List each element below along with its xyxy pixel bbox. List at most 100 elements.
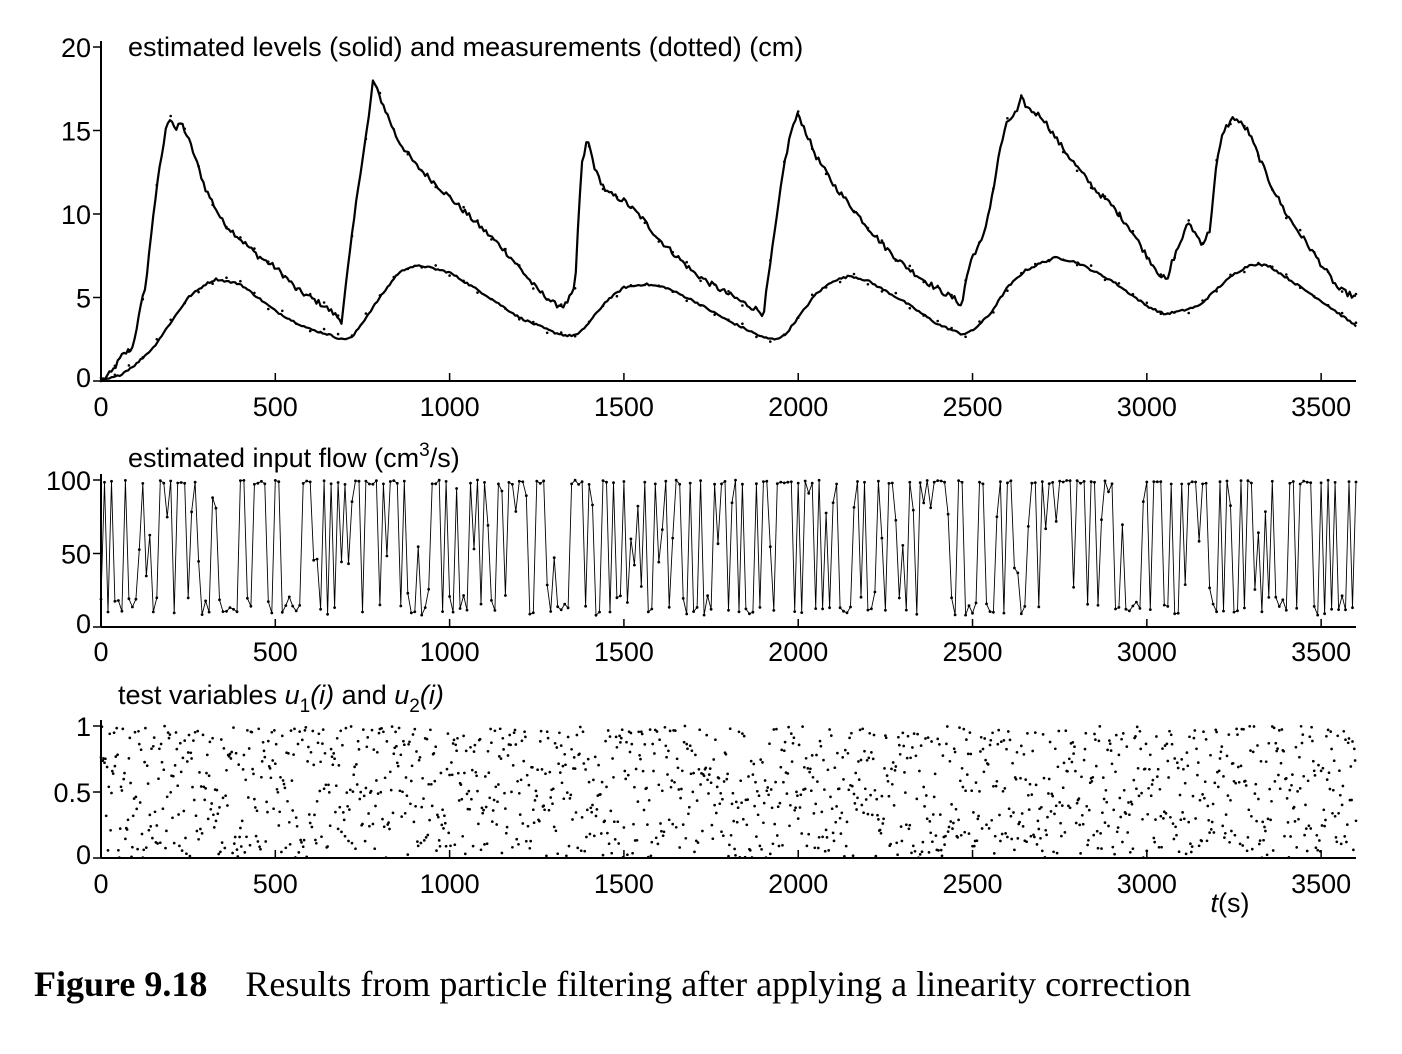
test-variable-point <box>876 813 879 817</box>
test-variable-point <box>1030 793 1034 796</box>
test-variable-point <box>443 821 447 825</box>
test-variable-point <box>1140 791 1143 795</box>
test-variable-point <box>1201 793 1204 796</box>
tank1-measurement-point <box>894 259 898 262</box>
figure-caption-text: Results from particle filtering after ap… <box>245 964 1191 1004</box>
test-variable-point <box>981 747 985 751</box>
tank2-measurement-point <box>1020 271 1023 275</box>
tank2-measurement-point <box>1298 286 1302 290</box>
input-flow-point <box>999 480 1002 483</box>
test-variable-point <box>599 832 603 835</box>
test-variable-point <box>1104 788 1108 792</box>
input-flow-point <box>298 604 302 607</box>
tank1-measurement-point <box>420 169 424 172</box>
test-variable-point <box>400 815 404 818</box>
input-flow-point <box>1006 481 1009 485</box>
test-variable-point <box>1080 775 1083 779</box>
test-variable-point <box>122 777 126 781</box>
input-flow-point <box>587 483 591 486</box>
test-variable-point <box>472 750 476 753</box>
test-variable-point <box>714 811 718 815</box>
test-variable-point <box>1340 803 1344 807</box>
input-flow-point <box>1155 480 1159 484</box>
tank1-measurement-point <box>239 236 242 239</box>
test-variable-point <box>645 786 648 790</box>
tank2-measurement-point <box>239 279 242 283</box>
test-variable-point <box>1137 794 1141 798</box>
input-flow-point <box>1264 510 1267 513</box>
input-flow-point <box>207 610 211 614</box>
test-variable-point <box>945 725 949 728</box>
test-variable-point <box>1090 779 1094 783</box>
test-variable-point <box>1168 729 1171 733</box>
test-variable-point <box>1191 794 1195 798</box>
tank1-measurement-point <box>643 221 647 225</box>
test-variable-point <box>728 727 732 731</box>
input-flow-point <box>960 480 964 484</box>
test-variable-point <box>256 840 260 843</box>
test-variable-point <box>928 820 932 823</box>
tank1-measurement-point <box>1173 256 1176 259</box>
input-flow-point <box>845 611 849 615</box>
tank2-measurement-point <box>99 379 103 383</box>
input-flow-point <box>1218 480 1222 484</box>
y-tick-label: 0.5 <box>53 778 91 808</box>
test-variable-point <box>306 760 309 763</box>
test-variable-point <box>239 845 243 848</box>
input-flow-point <box>598 610 601 614</box>
test-variable-point <box>998 813 1001 817</box>
test-variable-point <box>375 779 378 782</box>
test-variable-point <box>445 767 449 771</box>
test-variable-point <box>895 841 899 845</box>
test-variable-point <box>987 827 991 830</box>
test-variable-point <box>1083 747 1087 751</box>
test-variable-point <box>367 812 370 815</box>
test-variable-point <box>335 736 339 740</box>
tank2-measurement-point <box>908 306 912 310</box>
test-variable-point <box>1038 807 1041 811</box>
test-variable-point <box>897 735 900 739</box>
input-flow-point <box>1079 481 1082 485</box>
test-variable-point <box>902 744 906 748</box>
tank2-measurement-point <box>922 314 925 317</box>
test-variable-point <box>506 754 510 757</box>
test-variable-point <box>131 814 135 818</box>
input-flow-point <box>214 506 218 510</box>
test-variable-point <box>554 829 558 833</box>
test-variable-point <box>535 794 539 798</box>
test-variable-point <box>655 730 659 733</box>
test-variable-point <box>307 745 310 749</box>
input-flow-point <box>1096 603 1100 607</box>
test-variable-point <box>929 831 933 835</box>
test-variable-point <box>114 755 118 758</box>
test-variable-point <box>219 738 223 741</box>
test-variable-point <box>1337 811 1340 815</box>
test-variable-point <box>1036 819 1040 823</box>
test-variable-point <box>1052 850 1055 854</box>
tank1-measurement-point <box>741 304 744 307</box>
test-variable-point <box>287 752 290 755</box>
test-variable-point <box>368 824 371 828</box>
tank2-measurement-point <box>1229 273 1232 277</box>
input-flow-point <box>918 481 922 484</box>
test-variable-point <box>619 741 622 744</box>
test-variable-point <box>1068 806 1072 810</box>
x-tick-label: 2500 <box>942 392 1002 422</box>
tank1-measurement-point <box>810 147 814 150</box>
input-flow-point <box>1040 480 1044 483</box>
input-flow-point <box>242 479 246 482</box>
test-variable-point <box>291 809 295 812</box>
tank1-measurement-point <box>462 205 465 209</box>
test-variable-point <box>237 763 241 766</box>
test-variable-point <box>1352 848 1355 852</box>
test-variable-point <box>1171 822 1175 825</box>
test-variable-point <box>430 804 434 808</box>
test-variable-point <box>983 737 987 740</box>
test-variable-point <box>292 753 295 756</box>
test-variable-point <box>244 778 248 782</box>
test-variable-point <box>962 727 966 731</box>
test-variable-point <box>531 808 535 812</box>
test-variable-point <box>230 750 234 754</box>
test-variable-point <box>762 821 765 825</box>
test-variable-point <box>578 752 581 756</box>
